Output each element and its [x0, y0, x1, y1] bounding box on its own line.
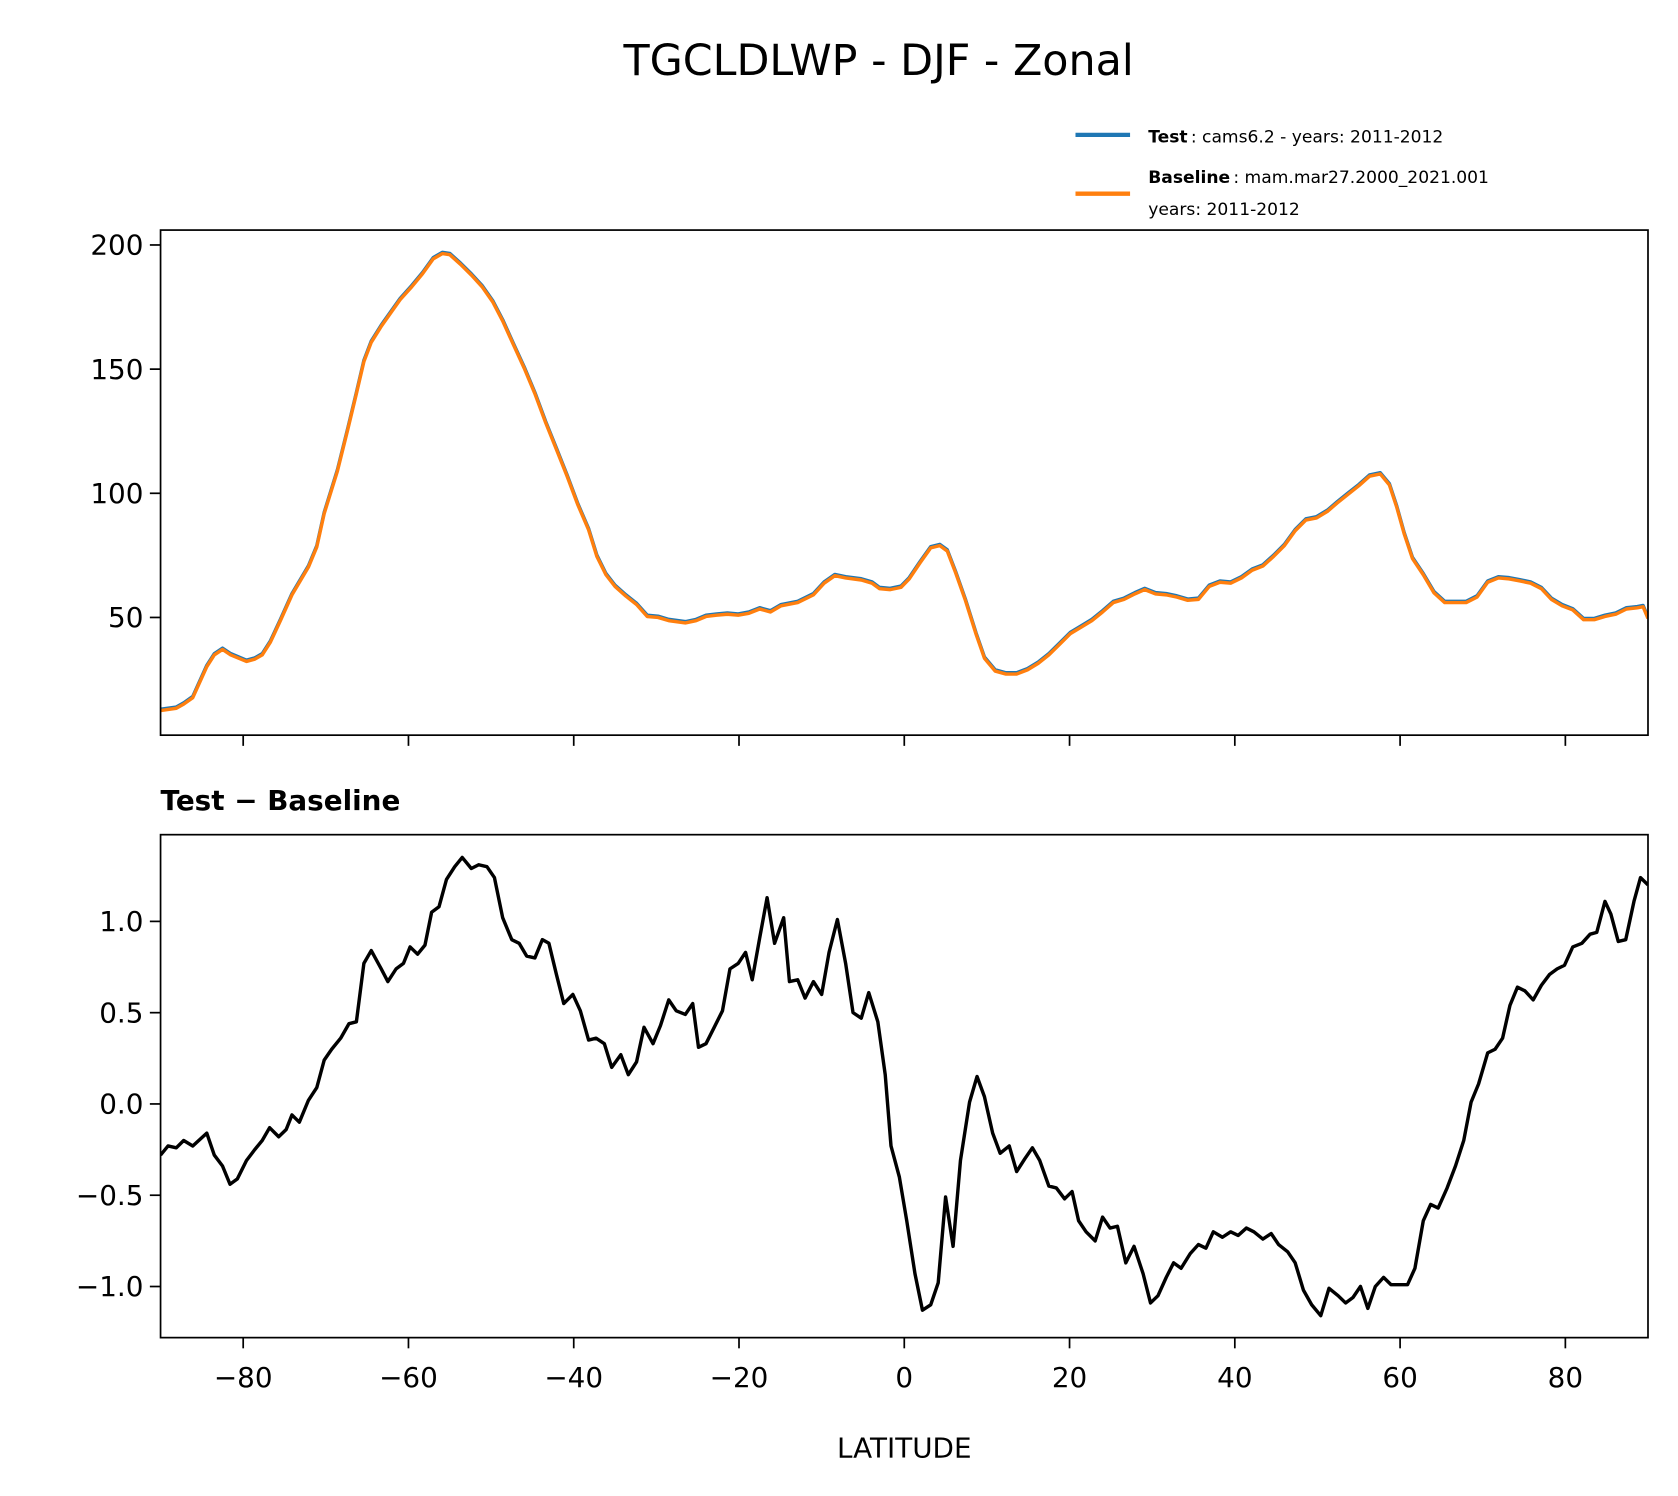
- y-tick-label: 0.5: [99, 996, 143, 1029]
- baseline-series-line: [160, 251, 1648, 713]
- x-tick-label: 80: [1548, 1361, 1583, 1394]
- x-tick-label: 20: [1052, 1361, 1087, 1394]
- y-tick-label: −1.0: [76, 1270, 144, 1303]
- x-axis-label: LATITUDE: [837, 1431, 972, 1464]
- difference-series-line: [160, 855, 1648, 1318]
- legend: Test: cams6.2 - years: 2011-2012 Baselin…: [1075, 127, 1489, 220]
- y-tick-label: 50: [108, 601, 143, 634]
- legend-test-label: Test: cams6.2 - years: 2011-2012: [1148, 127, 1443, 147]
- legend-test-bold: Test: [1148, 127, 1187, 147]
- x-tick-label: 40: [1217, 1361, 1252, 1394]
- y-tick-label: 150: [90, 353, 143, 386]
- legend-baseline-label: Baseline: mam.mar27.2000_2021.001: [1148, 168, 1489, 188]
- legend-test-text: : cams6.2 - years: 2011-2012: [1191, 127, 1443, 147]
- y-tick-label: 0.0: [99, 1088, 143, 1121]
- x-tick-label: 60: [1382, 1361, 1417, 1394]
- y-tick-label: −0.5: [76, 1179, 144, 1212]
- x-tick-label: −20: [710, 1361, 769, 1394]
- x-tick-label: −80: [214, 1361, 273, 1394]
- top-axes: 50 100 150 200: [90, 229, 1649, 746]
- y-tick-label: 100: [90, 477, 143, 510]
- legend-baseline-bold: Baseline: [1148, 168, 1230, 188]
- y-tick-label: 1.0: [99, 905, 143, 938]
- axes-frame: [159, 229, 1649, 737]
- bottom-axes: −80 −60 −40 −20 0 20 40 60 80 −1.0 −0.5 0.0 0.5 1.0: [76, 833, 1649, 1394]
- legend-baseline-text: : mam.mar27.2000_2021.001: [1233, 168, 1489, 188]
- legend-baseline-text2: years: 2011-2012: [1148, 200, 1300, 220]
- axes-frame: [159, 833, 1649, 1339]
- diff-subplot-title: Test − Baseline: [161, 784, 401, 817]
- x-tick-label: −40: [544, 1361, 603, 1394]
- figure-title: TGCLDLWP - DJF - Zonal: [622, 36, 1133, 86]
- x-tick-label: 0: [895, 1361, 913, 1394]
- y-tick-label: 200: [90, 229, 143, 262]
- x-tick-label: −60: [379, 1361, 438, 1394]
